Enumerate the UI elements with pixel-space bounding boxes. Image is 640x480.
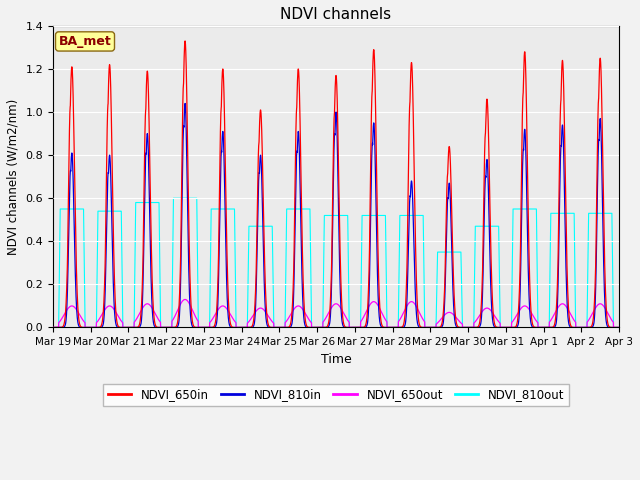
NDVI_650in bbox=[49, 324, 57, 330]
NDVI_810in bbox=[415, 323, 422, 329]
NDVI_650in bbox=[613, 324, 621, 330]
NDVI_810in bbox=[49, 324, 57, 330]
NDVI_650out bbox=[613, 324, 621, 330]
NDVI_650out bbox=[615, 324, 623, 330]
NDVI_810out bbox=[49, 324, 57, 330]
NDVI_810in bbox=[181, 101, 189, 107]
NDVI_810out bbox=[415, 213, 422, 218]
NDVI_650out bbox=[164, 324, 172, 330]
Text: BA_met: BA_met bbox=[59, 35, 111, 48]
NDVI_650out bbox=[181, 297, 189, 302]
NDVI_650out bbox=[49, 324, 57, 330]
NDVI_810out bbox=[170, 195, 178, 201]
NDVI_810in bbox=[164, 324, 172, 330]
NDVI_650in bbox=[415, 314, 422, 320]
NDVI_810in bbox=[261, 299, 269, 304]
Line: NDVI_650in: NDVI_650in bbox=[53, 41, 619, 327]
NDVI_650in bbox=[181, 38, 189, 44]
NDVI_810out bbox=[170, 195, 177, 201]
NDVI_650in bbox=[170, 324, 178, 330]
Legend: NDVI_650in, NDVI_810in, NDVI_650out, NDVI_810out: NDVI_650in, NDVI_810in, NDVI_650out, NDV… bbox=[103, 384, 569, 406]
NDVI_810in bbox=[495, 324, 502, 330]
NDVI_810out bbox=[495, 223, 502, 229]
NDVI_650in bbox=[615, 324, 623, 330]
Line: NDVI_810in: NDVI_810in bbox=[53, 104, 619, 327]
NDVI_810in bbox=[170, 324, 178, 330]
NDVI_650out bbox=[261, 308, 269, 314]
NDVI_810in bbox=[613, 324, 621, 330]
NDVI_810out bbox=[615, 324, 623, 330]
NDVI_810out bbox=[613, 324, 621, 330]
NDVI_650in bbox=[164, 324, 172, 330]
Line: NDVI_650out: NDVI_650out bbox=[53, 300, 619, 327]
Line: NDVI_810out: NDVI_810out bbox=[53, 198, 619, 327]
NDVI_810in bbox=[615, 324, 623, 330]
NDVI_650in bbox=[261, 270, 269, 276]
NDVI_810out bbox=[261, 223, 269, 229]
NDVI_650out bbox=[495, 319, 502, 324]
X-axis label: Time: Time bbox=[321, 353, 351, 366]
NDVI_650out bbox=[415, 307, 422, 313]
Y-axis label: NDVI channels (W/m2/nm): NDVI channels (W/m2/nm) bbox=[7, 98, 20, 255]
NDVI_650out bbox=[170, 315, 178, 321]
NDVI_650in bbox=[495, 324, 502, 330]
NDVI_810out bbox=[164, 324, 172, 330]
Title: NDVI channels: NDVI channels bbox=[280, 7, 392, 22]
